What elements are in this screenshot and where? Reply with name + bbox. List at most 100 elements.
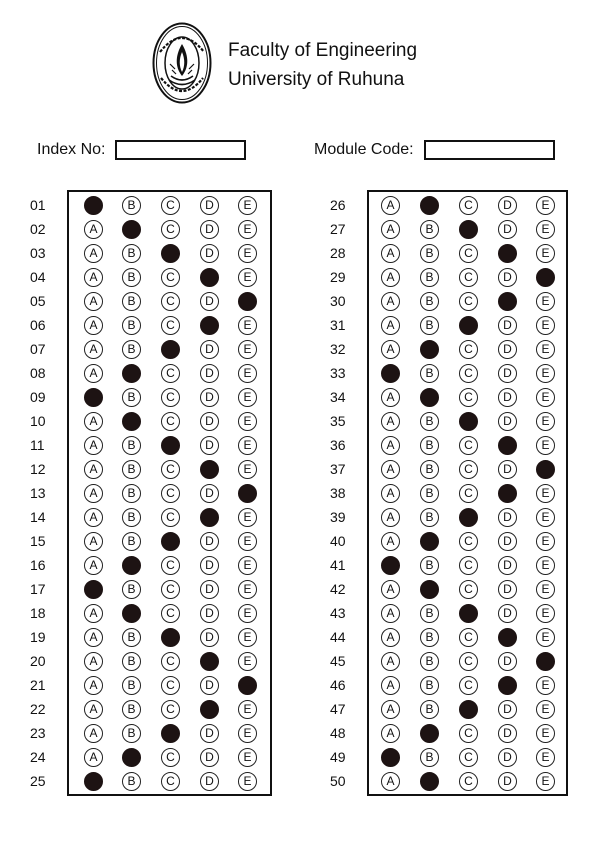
answer-bubble-d[interactable]: D [200,604,219,623]
answer-bubble-d[interactable]: D [498,724,517,743]
answer-bubble-b[interactable]: B [420,340,439,359]
answer-bubble-c[interactable]: C [161,268,180,287]
answer-bubble-c[interactable]: C [161,556,180,575]
answer-bubble-b[interactable]: B [122,316,141,335]
answer-bubble-e[interactable]: E [536,676,555,695]
answer-bubble-e[interactable]: E [536,244,555,263]
answer-bubble-a[interactable]: A [84,532,103,551]
answer-bubble-a[interactable]: A [381,196,400,215]
answer-bubble-b[interactable]: B [420,292,439,311]
answer-bubble-e[interactable]: E [238,364,257,383]
answer-bubble-d[interactable]: D [200,244,219,263]
answer-bubble-e[interactable]: E [536,340,555,359]
answer-bubble-e[interactable]: E [536,724,555,743]
answer-bubble-e[interactable]: E [536,700,555,719]
answer-bubble-c[interactable]: C [161,292,180,311]
answer-bubble-a[interactable]: A [381,604,400,623]
answer-bubble-c[interactable]: C [161,652,180,671]
answer-bubble-c[interactable]: C [459,748,478,767]
answer-bubble-c[interactable]: C [459,676,478,695]
answer-bubble-d[interactable]: D [200,676,219,695]
answer-bubble-a[interactable]: A [381,412,400,431]
answer-bubble-c[interactable]: C [459,292,478,311]
answer-bubble-d[interactable]: D [498,412,517,431]
answer-bubble-a[interactable]: A [381,628,400,647]
answer-bubble-e[interactable]: E [238,724,257,743]
answer-bubble-d[interactable]: D [498,604,517,623]
answer-bubble-b[interactable]: B [122,364,141,383]
answer-bubble-a[interactable]: A [381,700,400,719]
answer-bubble-c[interactable]: C [459,484,478,503]
answer-bubble-d[interactable]: D [200,532,219,551]
answer-bubble-d[interactable]: D [498,532,517,551]
answer-bubble-e[interactable]: E [238,436,257,455]
answer-bubble-c[interactable]: C [459,268,478,287]
answer-bubble-a[interactable]: A [381,364,400,383]
answer-bubble-a[interactable]: A [84,244,103,263]
answer-bubble-e[interactable]: E [238,508,257,527]
answer-bubble-c[interactable]: C [459,460,478,479]
answer-bubble-d[interactable]: D [200,436,219,455]
answer-bubble-b[interactable]: B [122,460,141,479]
answer-bubble-e[interactable]: E [536,460,555,479]
answer-bubble-c[interactable]: C [161,676,180,695]
answer-bubble-a[interactable]: A [84,460,103,479]
answer-bubble-d[interactable]: D [200,340,219,359]
answer-bubble-b[interactable]: B [122,340,141,359]
answer-bubble-b[interactable]: B [122,196,141,215]
answer-bubble-b[interactable]: B [420,724,439,743]
answer-bubble-c[interactable]: C [161,772,180,791]
answer-bubble-d[interactable]: D [498,628,517,647]
answer-bubble-c[interactable]: C [161,508,180,527]
answer-bubble-a[interactable]: A [381,292,400,311]
answer-bubble-c[interactable]: C [161,580,180,599]
answer-bubble-a[interactable]: A [84,340,103,359]
answer-bubble-a[interactable]: A [381,388,400,407]
answer-bubble-e[interactable]: E [238,340,257,359]
answer-bubble-a[interactable]: A [84,700,103,719]
answer-bubble-a[interactable]: A [84,436,103,455]
answer-bubble-d[interactable]: D [498,652,517,671]
answer-bubble-a[interactable]: A [84,556,103,575]
answer-bubble-a[interactable]: A [84,316,103,335]
answer-bubble-b[interactable]: B [420,676,439,695]
answer-bubble-e[interactable]: E [238,676,257,695]
answer-bubble-e[interactable]: E [238,460,257,479]
answer-bubble-d[interactable]: D [200,268,219,287]
answer-bubble-d[interactable]: D [200,388,219,407]
answer-bubble-d[interactable]: D [200,748,219,767]
answer-bubble-d[interactable]: D [200,196,219,215]
answer-bubble-c[interactable]: C [459,556,478,575]
answer-bubble-e[interactable]: E [238,628,257,647]
answer-bubble-e[interactable]: E [536,364,555,383]
answer-bubble-e[interactable]: E [238,244,257,263]
answer-bubble-a[interactable]: A [381,652,400,671]
answer-bubble-c[interactable]: C [161,316,180,335]
answer-bubble-e[interactable]: E [238,772,257,791]
answer-bubble-b[interactable]: B [420,484,439,503]
index-number-field[interactable] [115,140,246,160]
answer-bubble-c[interactable]: C [161,412,180,431]
answer-bubble-b[interactable]: B [122,484,141,503]
answer-bubble-d[interactable]: D [498,700,517,719]
answer-bubble-c[interactable]: C [459,724,478,743]
answer-bubble-c[interactable]: C [459,580,478,599]
answer-bubble-a[interactable]: A [381,748,400,767]
answer-bubble-c[interactable]: C [161,700,180,719]
answer-bubble-b[interactable]: B [420,604,439,623]
answer-bubble-d[interactable]: D [200,292,219,311]
answer-bubble-b[interactable]: B [420,508,439,527]
answer-bubble-e[interactable]: E [238,196,257,215]
answer-bubble-c[interactable]: C [161,364,180,383]
answer-bubble-c[interactable]: C [459,604,478,623]
answer-bubble-d[interactable]: D [498,268,517,287]
answer-bubble-a[interactable]: A [381,556,400,575]
answer-bubble-c[interactable]: C [459,364,478,383]
answer-bubble-c[interactable]: C [459,508,478,527]
answer-bubble-e[interactable]: E [238,220,257,239]
answer-bubble-a[interactable]: A [84,220,103,239]
answer-bubble-d[interactable]: D [200,724,219,743]
answer-bubble-b[interactable]: B [420,244,439,263]
answer-bubble-e[interactable]: E [238,484,257,503]
answer-bubble-a[interactable]: A [381,724,400,743]
